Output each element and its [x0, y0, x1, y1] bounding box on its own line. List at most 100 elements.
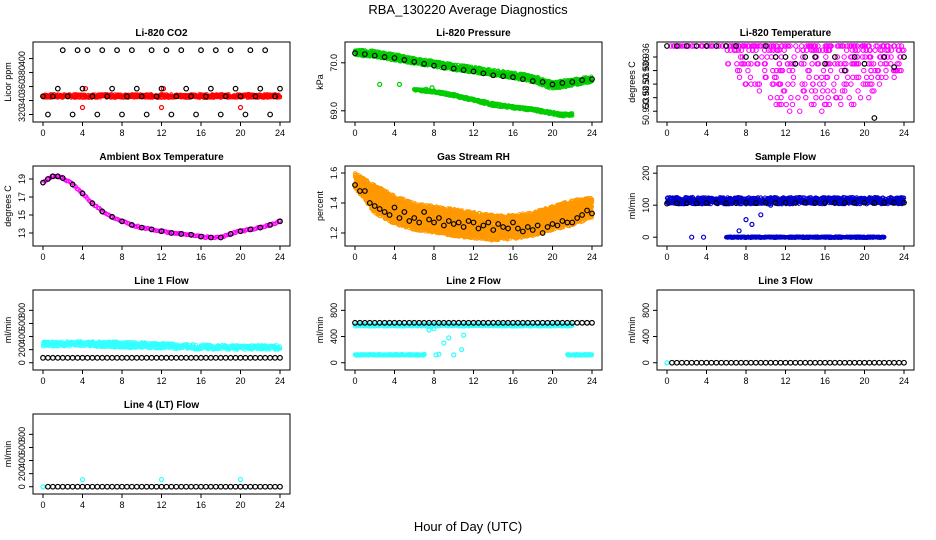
data-point	[822, 60, 828, 67]
x-tick-label: 16	[196, 252, 206, 262]
data-point	[569, 79, 576, 85]
figure-title: RBA_130220 Average Diagnostics	[368, 2, 568, 17]
data-point	[104, 93, 111, 100]
data-point	[207, 234, 214, 241]
data-point	[158, 228, 165, 235]
x-tick-label: 4	[392, 252, 397, 262]
data-point	[227, 47, 234, 54]
plot-area	[40, 47, 283, 118]
data-point	[756, 81, 763, 87]
series-average	[352, 50, 595, 88]
data-point	[874, 67, 881, 74]
y-tick-label: 15	[17, 210, 27, 220]
x-tick-label: 16	[508, 252, 518, 262]
data-point	[810, 81, 816, 87]
data-point	[755, 61, 761, 67]
data-point	[825, 94, 831, 101]
data-point	[203, 93, 209, 100]
data-point	[257, 85, 264, 92]
data-point	[785, 81, 791, 87]
data-point	[579, 77, 586, 83]
plot-area	[664, 43, 907, 121]
data-point	[837, 61, 844, 67]
data-point	[267, 221, 274, 228]
data-point	[815, 61, 822, 67]
x-tick-label: 0	[352, 128, 357, 138]
data-point	[89, 93, 96, 100]
data-point	[589, 76, 595, 83]
data-point	[262, 47, 269, 54]
data-point	[570, 111, 575, 116]
plot-area	[352, 171, 595, 243]
data-point	[79, 190, 86, 197]
series-average	[40, 173, 283, 241]
data-point	[381, 54, 388, 60]
data-point	[69, 111, 76, 118]
data-point	[808, 101, 815, 108]
data-point	[743, 54, 749, 60]
y-tick-label: 50.93	[641, 73, 651, 96]
data-point	[510, 74, 516, 81]
data-point	[773, 74, 779, 81]
data-point	[803, 94, 809, 101]
data-point	[850, 74, 856, 81]
data-point	[849, 54, 855, 60]
data-point	[529, 78, 536, 84]
data-point	[54, 85, 61, 92]
data-point	[837, 43, 844, 49]
data-point	[99, 208, 106, 215]
data-point	[741, 43, 747, 49]
data-point	[772, 54, 779, 60]
data-point	[277, 218, 283, 225]
data-point	[868, 61, 874, 67]
data-point	[885, 54, 891, 60]
data-point	[820, 67, 827, 74]
data-point	[854, 54, 861, 60]
x-tick-label: 24	[275, 252, 285, 262]
data-point	[800, 47, 806, 53]
y-tick-label: 320	[17, 107, 27, 122]
data-point	[861, 60, 868, 67]
y-tick-label: 17	[17, 192, 27, 202]
data-point	[762, 67, 768, 74]
data-point	[84, 47, 91, 54]
data-point	[114, 47, 120, 54]
data-point	[783, 101, 789, 108]
x-tick-label: 20	[547, 252, 557, 262]
data-point	[843, 81, 849, 87]
data-point	[861, 43, 867, 49]
data-point	[843, 47, 850, 53]
data-point	[818, 94, 825, 101]
data-point	[790, 61, 796, 67]
data-point	[776, 61, 782, 67]
data-point	[816, 81, 823, 87]
data-point	[178, 230, 185, 237]
data-point	[872, 47, 878, 53]
data-point	[869, 88, 875, 94]
data-point	[776, 101, 782, 108]
data-point	[736, 74, 743, 81]
data-point	[671, 43, 677, 49]
data-point	[875, 74, 881, 81]
x-tick-label: 16	[508, 128, 518, 138]
x-tick-label: 16	[196, 128, 206, 138]
data-point	[853, 74, 860, 81]
data-point	[811, 101, 817, 108]
data-point	[257, 224, 264, 231]
x-tick-label: 24	[587, 252, 597, 262]
data-point	[153, 93, 160, 100]
data-point	[124, 93, 130, 100]
data-point	[792, 60, 799, 67]
data-point	[825, 61, 831, 67]
data-point	[806, 74, 812, 81]
x-tick-label: 24	[899, 128, 909, 138]
data-point	[737, 54, 744, 60]
y-tick-label: 1.6	[329, 167, 339, 180]
y-tick-label: 380	[17, 65, 27, 80]
data-point	[94, 111, 101, 118]
data-point	[806, 67, 812, 74]
data-point	[901, 47, 907, 53]
data-point	[198, 47, 204, 54]
